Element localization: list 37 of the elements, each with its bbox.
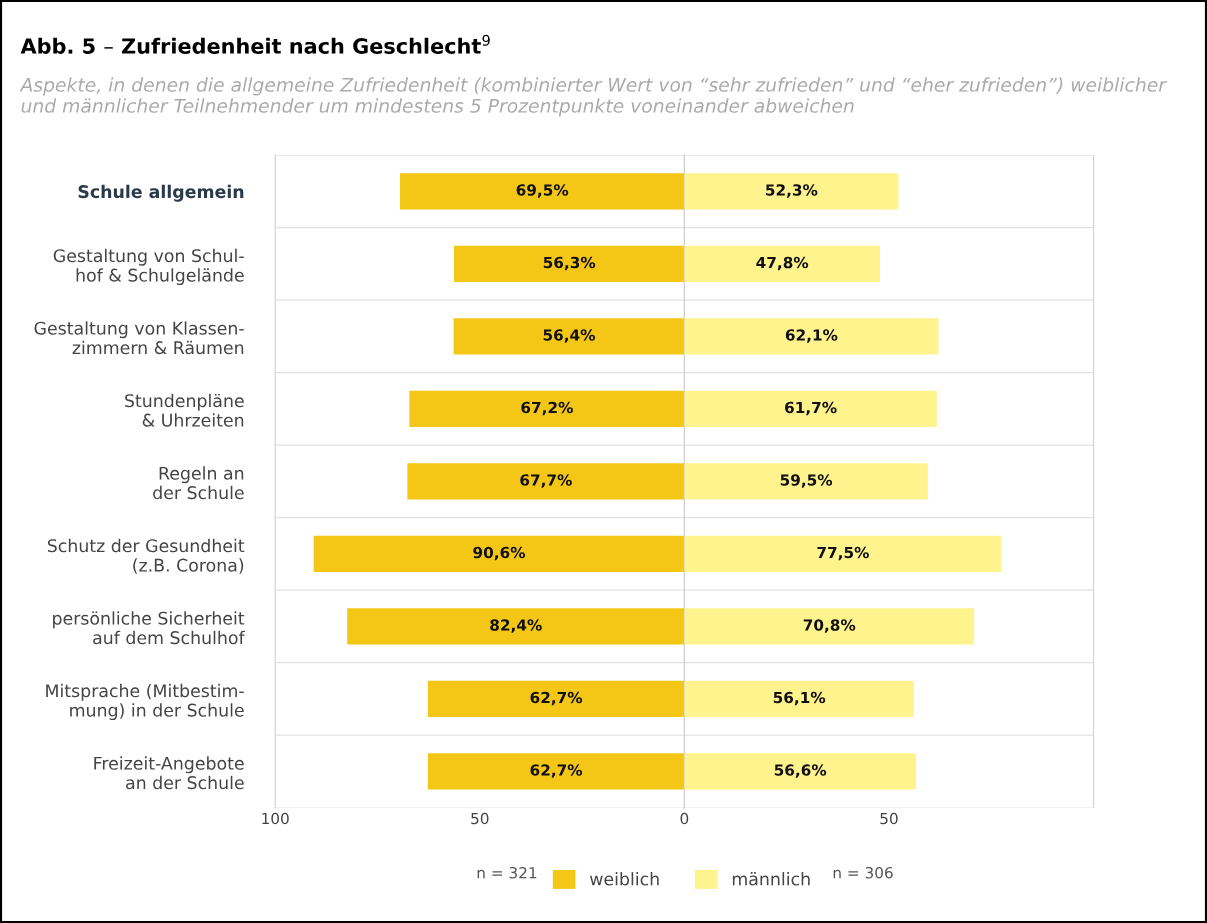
data-label: 56,1% [773,691,826,706]
x-tick-label: 50 [471,812,489,825]
y-tick-label: Schutz der Gesundheit (z.B. Corona) [47,538,245,574]
text: n = 306 [833,866,893,879]
y-tick-label: Freizeit-Angebote an der Schule [94,756,244,790]
data-label: 70,8% [803,619,856,633]
data-label: 47,8% [756,256,809,271]
legend-label: weiblich [589,872,659,886]
x-tick-label: 100 [262,812,289,825]
data-label: 56,3% [543,256,596,271]
x-tick-label: 50 [880,812,898,825]
legend-label: männlich [732,872,810,886]
data-label: 69,5% [516,184,569,198]
x-tick-label: 0 [680,812,689,825]
y-tick-label: Stundenpläne & Uhrzeiten [125,393,244,427]
y-tick-label: persönliche Sicherheit auf dem Schulhof [53,611,245,645]
data-label: 62,7% [530,691,583,706]
data-label: 52,3% [766,184,818,198]
y-tick-label: Gestaltung von Klassen- zimmern & Räumen [34,321,244,355]
data-label: 90,6% [473,546,526,561]
data-label: 82,4% [490,619,542,633]
data-label: 56,4% [543,329,595,343]
chart-subtitle: Aspekte, in denen die allgemeine Zufriedenheit (kombinierter Wert von “sehr zufrieden” und “eher zufrieden”) weiblicher und männlicher Teilnehmender um mindestens 5 Prozentpunkte voneinander abweichen [19,77,1167,117]
y-tick-label: Schule allgemein [78,184,244,202]
y-tick-label: Regeln an der Schule [153,466,244,500]
y-tick-label: Gestaltung von Schul- hof & Schulgelände [53,248,244,286]
data-label: 56,6% [774,764,827,778]
data-label: 77,5% [817,546,869,561]
data-label: 67,2% [521,401,573,416]
text: n = 321 [477,866,537,879]
chart-title: Abb. 5 – Zufriedenheit nach Geschlecht$^{9}$ [20,34,490,54]
data-label: 62,7% [530,764,583,778]
data-label: 67,7% [520,474,572,488]
y-tick-label: Mitsprache (Mitbestim- mung) in der Schule [46,683,244,721]
data-label: 59,5% [780,474,833,488]
data-label: 62,1% [785,329,838,343]
data-label: 61,7% [785,401,837,416]
